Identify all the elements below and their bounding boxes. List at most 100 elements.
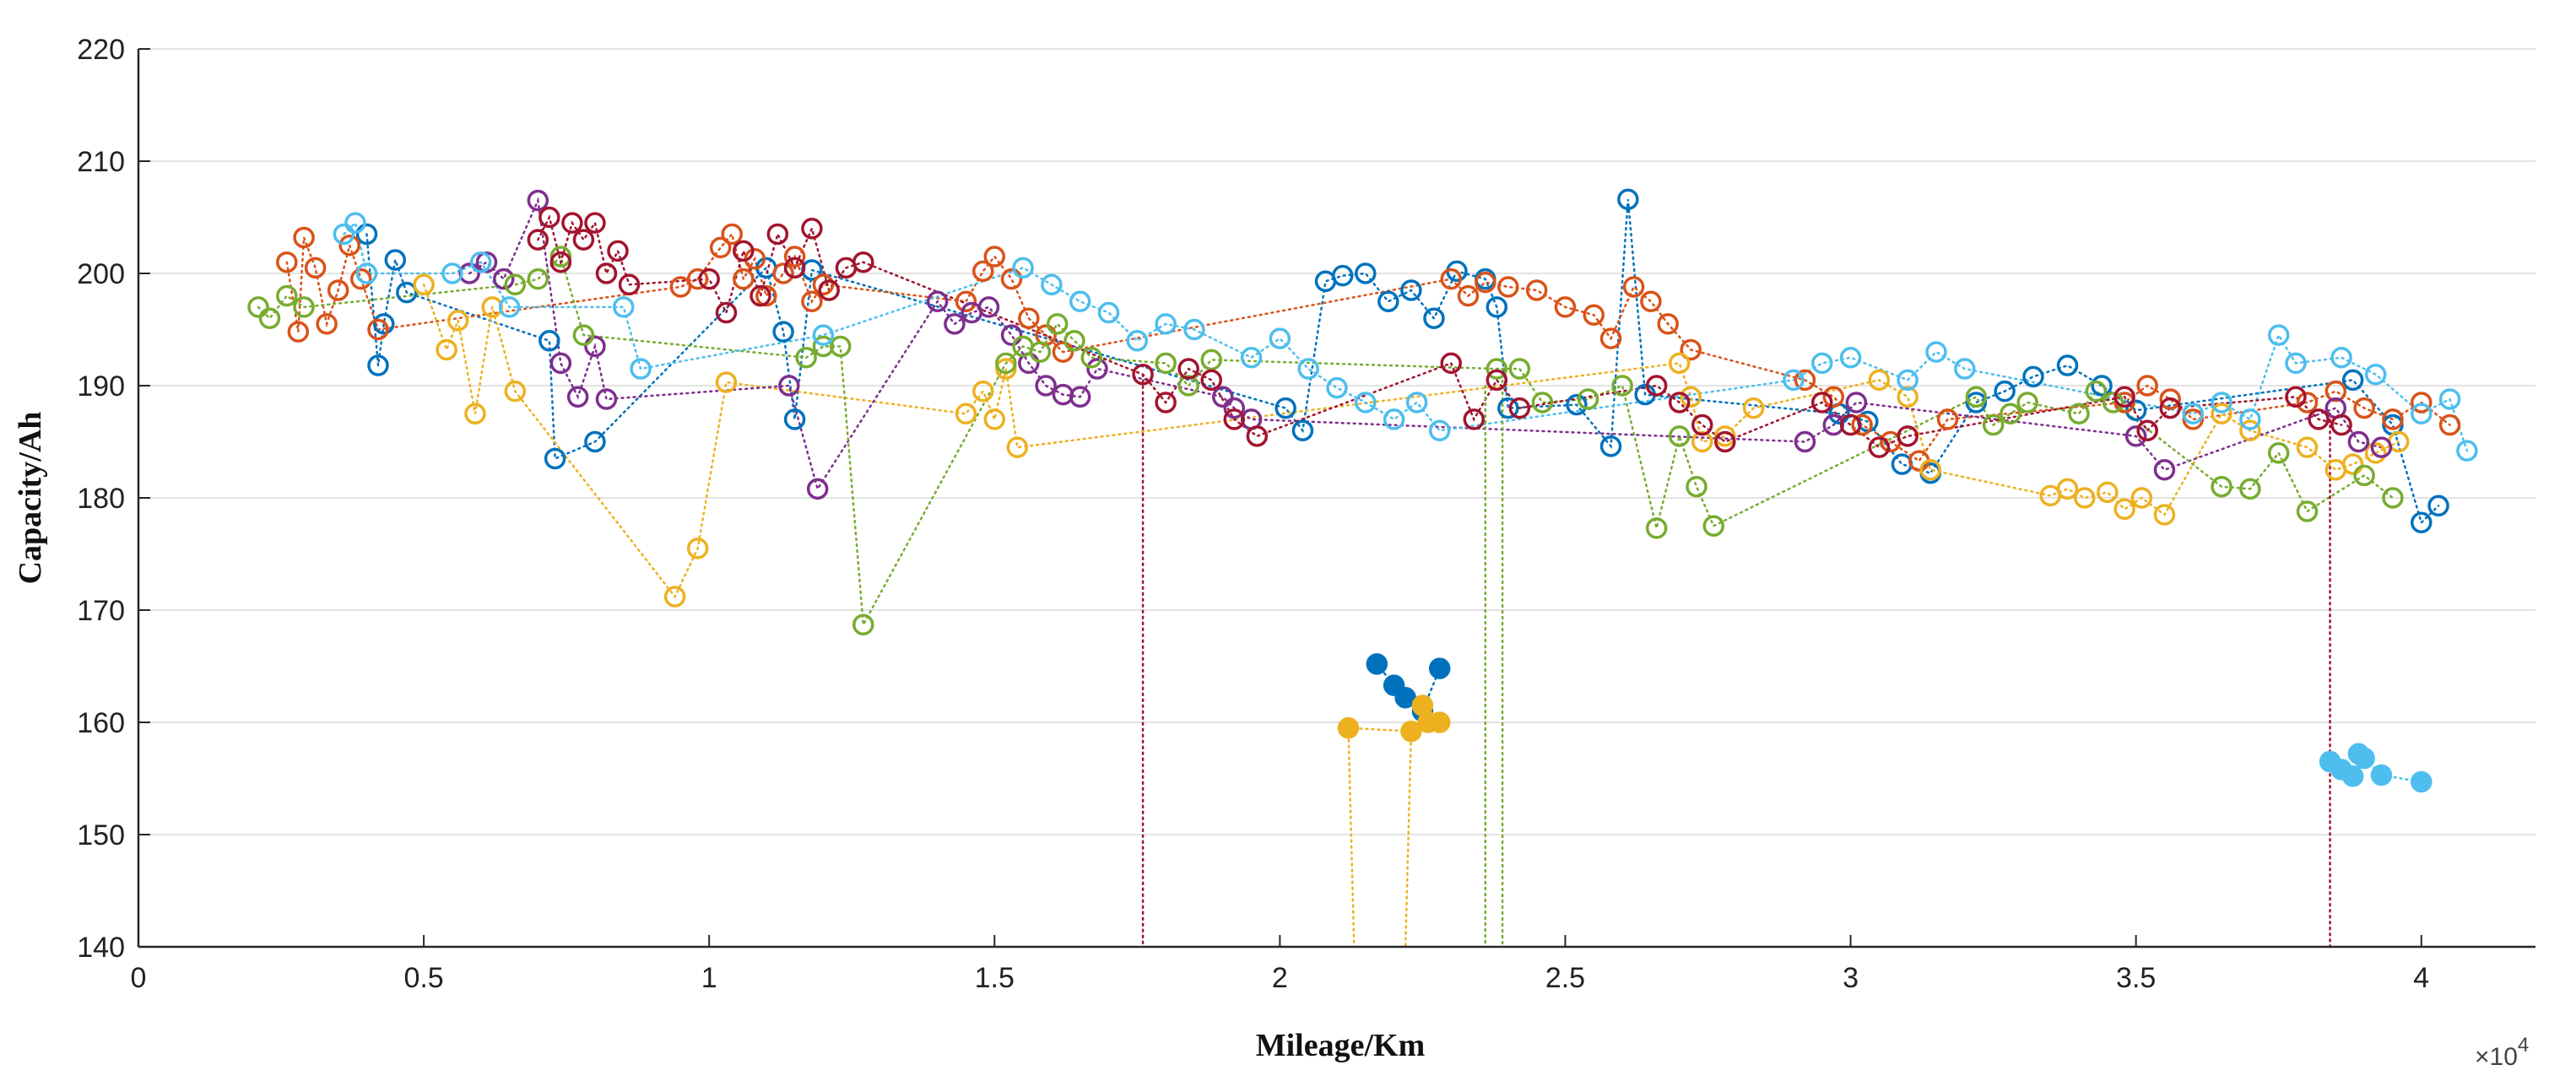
- data-point-orange: [2182, 408, 2205, 430]
- data-point-orange: [1822, 386, 1845, 408]
- x-axis-ticks: 0 0.5 1 1.5 2 2.5 3 3.5 4: [131, 935, 2429, 994]
- data-point-purple: [1000, 324, 1023, 346]
- data-point-purple: [1069, 386, 1091, 408]
- data-point-orange: [1640, 290, 1662, 312]
- data-point-green: [276, 284, 298, 307]
- data-point-green: [1668, 425, 1691, 447]
- grid-lines: [138, 48, 2535, 835]
- series-line-blue: [365, 199, 2440, 525]
- data-point-orange: [1018, 307, 1040, 329]
- data-point-orange: [367, 318, 389, 341]
- data-point-cyan-filled: [2353, 747, 2375, 770]
- data-point-purple: [584, 335, 606, 358]
- data-point-red: [1463, 408, 1486, 430]
- data-point-blue: [1965, 392, 1988, 413]
- data-point-yellow-filled: [1400, 720, 1422, 743]
- data-point-blue: [783, 408, 806, 430]
- data-point-red: [1868, 436, 1891, 458]
- data-point-yellow: [1868, 369, 1891, 392]
- data-point-orange: [327, 279, 349, 301]
- data-point-green: [2000, 403, 2021, 424]
- data-point-orange: [2353, 397, 2375, 419]
- data-point-green: [829, 335, 852, 358]
- data-point-green: [795, 347, 817, 369]
- data-point-blue: [1355, 262, 1377, 284]
- data-point-red: [1668, 392, 1691, 413]
- data-point-blue: [544, 447, 566, 470]
- series-line-red: [537, 213, 2343, 449]
- data-point-red: [607, 240, 629, 262]
- data-point-cyan: [1405, 392, 1428, 413]
- data-point-yellow: [436, 338, 457, 361]
- data-point-yellow: [1680, 386, 1702, 408]
- data-point-cyan: [469, 251, 492, 273]
- data-point-cyan: [1326, 376, 1348, 399]
- y-tick-label: 210: [77, 146, 125, 178]
- data-point-orange: [1680, 338, 1702, 361]
- data-point-yellow: [2211, 403, 2232, 424]
- data-point-blue: [2341, 369, 2364, 392]
- data-point-red: [1246, 425, 1269, 447]
- data-point-orange: [1657, 313, 1679, 335]
- data-point-blue: [355, 223, 378, 246]
- data-point-cyan: [1355, 392, 1377, 413]
- data-point-yellow: [1691, 430, 1713, 453]
- data-point-cyan-filled: [2341, 765, 2364, 787]
- data-point-cyan: [2239, 408, 2261, 430]
- data-point-orange: [287, 321, 310, 343]
- data-point-orange: [983, 246, 1006, 268]
- data-point-cyan: [1069, 290, 1091, 312]
- data-point-green: [1046, 313, 1069, 335]
- x-tick-label: 3: [1843, 962, 1859, 994]
- data-point-red: [1155, 392, 1177, 413]
- x-tick-label: 4: [2413, 962, 2429, 994]
- data-point-green: [2068, 403, 2090, 424]
- data-point-blue: [2411, 511, 2433, 534]
- data-point-yellow: [2113, 498, 2135, 521]
- data-point-yellow: [983, 408, 1006, 430]
- data-point-green: [1177, 375, 1199, 397]
- data-point-blue: [1423, 307, 1445, 329]
- data-point-yellow: [686, 538, 709, 559]
- y-tick-label: 180: [77, 483, 125, 515]
- y-tick-label: 170: [77, 595, 125, 627]
- data-point-cyan: [2456, 440, 2478, 462]
- data-point-orange: [1497, 276, 1519, 298]
- data-point-orange: [2136, 375, 2158, 397]
- data-point-red: [733, 240, 755, 262]
- data-point-red: [572, 229, 595, 251]
- data-point-green: [1486, 358, 1508, 380]
- series-line-cyan: [343, 220, 2469, 452]
- x-axis-multiplier-exponent: 4: [2518, 1034, 2529, 1057]
- data-point-blue-filled: [1394, 686, 1416, 709]
- data-point-orange: [293, 226, 315, 249]
- data-point-red: [1132, 363, 1154, 386]
- data-point-purple: [493, 268, 515, 290]
- data-point-red: [1200, 369, 1222, 392]
- data-point-orange: [1554, 296, 1577, 318]
- data-point-blue: [396, 281, 418, 304]
- data-point-cyan: [1954, 358, 1976, 380]
- data-point-blue: [1497, 397, 1519, 419]
- data-point-cyan: [2411, 403, 2433, 424]
- data-point-cyan: [1240, 347, 1263, 369]
- drop-line: [1404, 730, 1413, 949]
- data-point-red: [2159, 397, 2181, 419]
- data-point-purple: [2370, 436, 2393, 458]
- data-point-yellow: [2130, 487, 2153, 509]
- data-point-orange: [1851, 413, 1873, 436]
- data-point-orange: [1525, 279, 1548, 301]
- data-point-green: [2085, 380, 2108, 403]
- data-point-blue-filled: [1366, 653, 1388, 675]
- data-point-orange: [2324, 380, 2347, 403]
- drop-lines: [1141, 367, 2331, 949]
- data-point-cyan: [2182, 403, 2205, 424]
- y-tick-label: 200: [77, 258, 125, 290]
- data-point-red: [766, 223, 789, 246]
- data-point-green: [549, 246, 572, 268]
- data-point-green: [1645, 517, 1668, 539]
- data-point-red: [2308, 408, 2330, 430]
- data-point-orange: [2113, 392, 2135, 413]
- data-point-green: [2239, 478, 2261, 500]
